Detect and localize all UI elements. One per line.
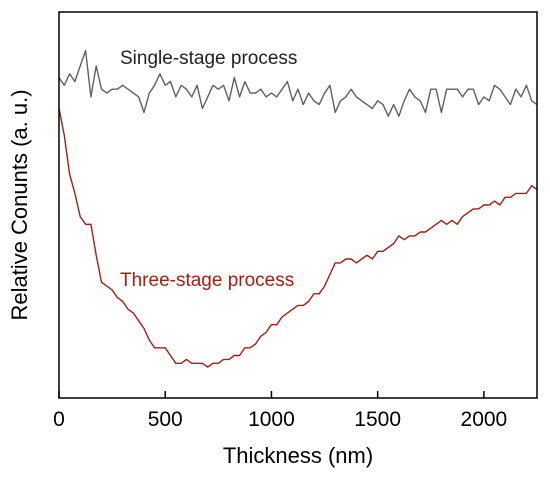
series-line-three-stage [58,108,538,368]
x-tick-label: 2000 [461,408,508,431]
three-stage-annotation: Three-stage process [120,270,294,291]
x-tick-label: 500 [148,408,183,431]
plot-frame [58,11,538,399]
x-tick-label: 1500 [354,408,401,431]
series-layer [58,49,538,368]
y-axis-title: Relative Conunts (a. u.) [7,89,32,320]
single-stage-annotation: Single-stage process [120,48,297,69]
x-axis-title: Thickness (nm) [223,443,373,468]
x-tick-label: 1000 [248,408,295,431]
series-line-single-stage [58,49,538,117]
x-tick-label: 0 [53,408,65,431]
x-axis: 0 500 1000 1500 2000 [53,391,507,431]
